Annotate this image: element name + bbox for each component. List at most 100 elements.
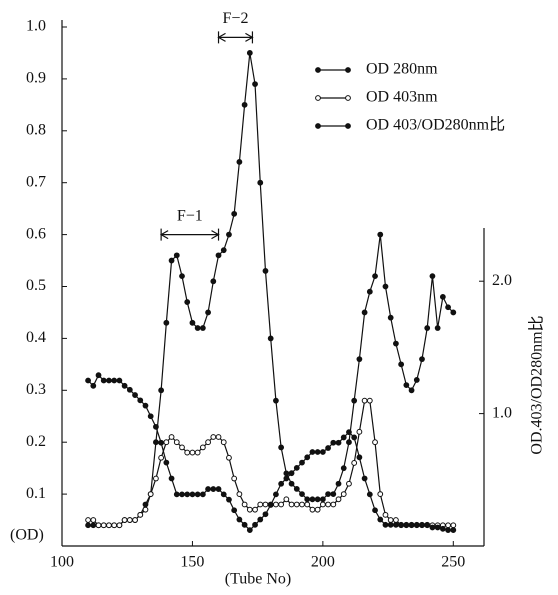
data-point bbox=[252, 521, 258, 528]
data-point bbox=[356, 454, 363, 461]
legend-label: OD 280nm bbox=[366, 61, 438, 78]
data-point bbox=[215, 486, 222, 492]
legend-marker bbox=[345, 67, 351, 73]
data-point bbox=[173, 439, 180, 446]
data-point bbox=[210, 278, 217, 285]
data-point bbox=[267, 335, 274, 342]
x-tick-label: 200 bbox=[311, 554, 335, 571]
data-point bbox=[413, 521, 420, 528]
data-point bbox=[231, 210, 238, 217]
data-point bbox=[278, 480, 285, 487]
data-point bbox=[299, 501, 305, 508]
legend-label: OD 403/OD280nm比 bbox=[366, 116, 505, 134]
data-point bbox=[241, 101, 248, 108]
data-point bbox=[126, 386, 133, 393]
data-point bbox=[325, 501, 331, 508]
data-point bbox=[121, 517, 128, 523]
legend-marker bbox=[315, 123, 321, 129]
data-point bbox=[309, 449, 316, 455]
y2-tick-label: 2.0 bbox=[492, 272, 512, 289]
data-point bbox=[226, 496, 232, 503]
data-point bbox=[168, 475, 175, 482]
data-point bbox=[199, 491, 206, 498]
data-point bbox=[210, 434, 217, 440]
data-point bbox=[106, 522, 112, 529]
data-point bbox=[372, 273, 378, 280]
data-point bbox=[262, 511, 269, 518]
data-point bbox=[366, 288, 373, 295]
data-point bbox=[179, 444, 185, 451]
y-tick-label: 1.0 bbox=[26, 18, 46, 35]
data-point bbox=[132, 517, 138, 523]
data-point bbox=[231, 475, 238, 482]
legend-marker bbox=[315, 95, 321, 101]
data-point bbox=[377, 516, 384, 523]
data-point bbox=[434, 524, 441, 531]
data-point bbox=[90, 517, 97, 523]
data-point bbox=[194, 491, 201, 498]
data-point bbox=[429, 524, 436, 531]
data-point bbox=[403, 382, 410, 389]
y2-axis-label: OD.403/OD280nm比 bbox=[528, 315, 546, 454]
data-point bbox=[439, 525, 446, 532]
data-point bbox=[288, 480, 295, 487]
data-point bbox=[283, 470, 290, 477]
data-point bbox=[314, 496, 321, 503]
data-point bbox=[319, 449, 326, 455]
data-point bbox=[215, 434, 222, 440]
legend-marker bbox=[345, 95, 351, 101]
data-point bbox=[90, 382, 97, 389]
data-point bbox=[299, 491, 305, 498]
data-point bbox=[85, 522, 91, 529]
data-point bbox=[137, 397, 144, 404]
data-point bbox=[111, 522, 118, 529]
data-point bbox=[126, 517, 133, 523]
x-tick-label: 100 bbox=[50, 554, 74, 571]
data-point bbox=[356, 356, 363, 363]
x-axis-label: (Tube No) bbox=[225, 571, 292, 588]
data-point bbox=[450, 527, 457, 534]
data-point bbox=[377, 491, 384, 498]
data-point bbox=[205, 486, 211, 492]
data-point bbox=[319, 501, 326, 508]
y-tick-label: 0.9 bbox=[26, 70, 46, 87]
data-point bbox=[283, 475, 290, 482]
data-point bbox=[439, 293, 446, 300]
data-point bbox=[340, 434, 347, 441]
data-point bbox=[340, 465, 347, 472]
bracket-arrow bbox=[245, 32, 254, 42]
y-tick-label: 0.2 bbox=[26, 433, 46, 450]
y-tick-label: 0.4 bbox=[26, 329, 46, 346]
data-point bbox=[387, 314, 394, 321]
bracket-arrow bbox=[211, 230, 220, 240]
data-point bbox=[147, 413, 154, 420]
x-tick-label: 150 bbox=[180, 554, 204, 571]
data-point bbox=[215, 252, 222, 259]
data-point bbox=[309, 496, 316, 503]
data-point bbox=[351, 460, 358, 466]
annotation-label: F−2 bbox=[223, 10, 249, 27]
data-point bbox=[173, 491, 180, 498]
legend-marker bbox=[345, 123, 351, 129]
y-tick-label: 0.7 bbox=[26, 173, 46, 190]
data-point bbox=[184, 299, 191, 305]
data-point bbox=[429, 273, 436, 280]
data-point bbox=[189, 449, 196, 456]
data-point bbox=[153, 423, 159, 430]
data-point bbox=[288, 501, 295, 508]
data-point bbox=[424, 325, 431, 331]
bracket-arrow bbox=[159, 230, 169, 240]
data-point bbox=[231, 507, 238, 514]
data-point bbox=[398, 361, 405, 368]
data-point bbox=[314, 449, 321, 455]
data-point bbox=[246, 506, 253, 513]
data-point bbox=[419, 521, 425, 528]
data-point bbox=[121, 382, 128, 389]
data-point bbox=[403, 521, 410, 528]
data-point bbox=[194, 325, 201, 331]
data-point bbox=[236, 491, 243, 498]
data-point bbox=[257, 501, 264, 508]
data-point bbox=[382, 283, 389, 290]
data-point bbox=[335, 496, 342, 503]
data-point bbox=[382, 511, 389, 518]
